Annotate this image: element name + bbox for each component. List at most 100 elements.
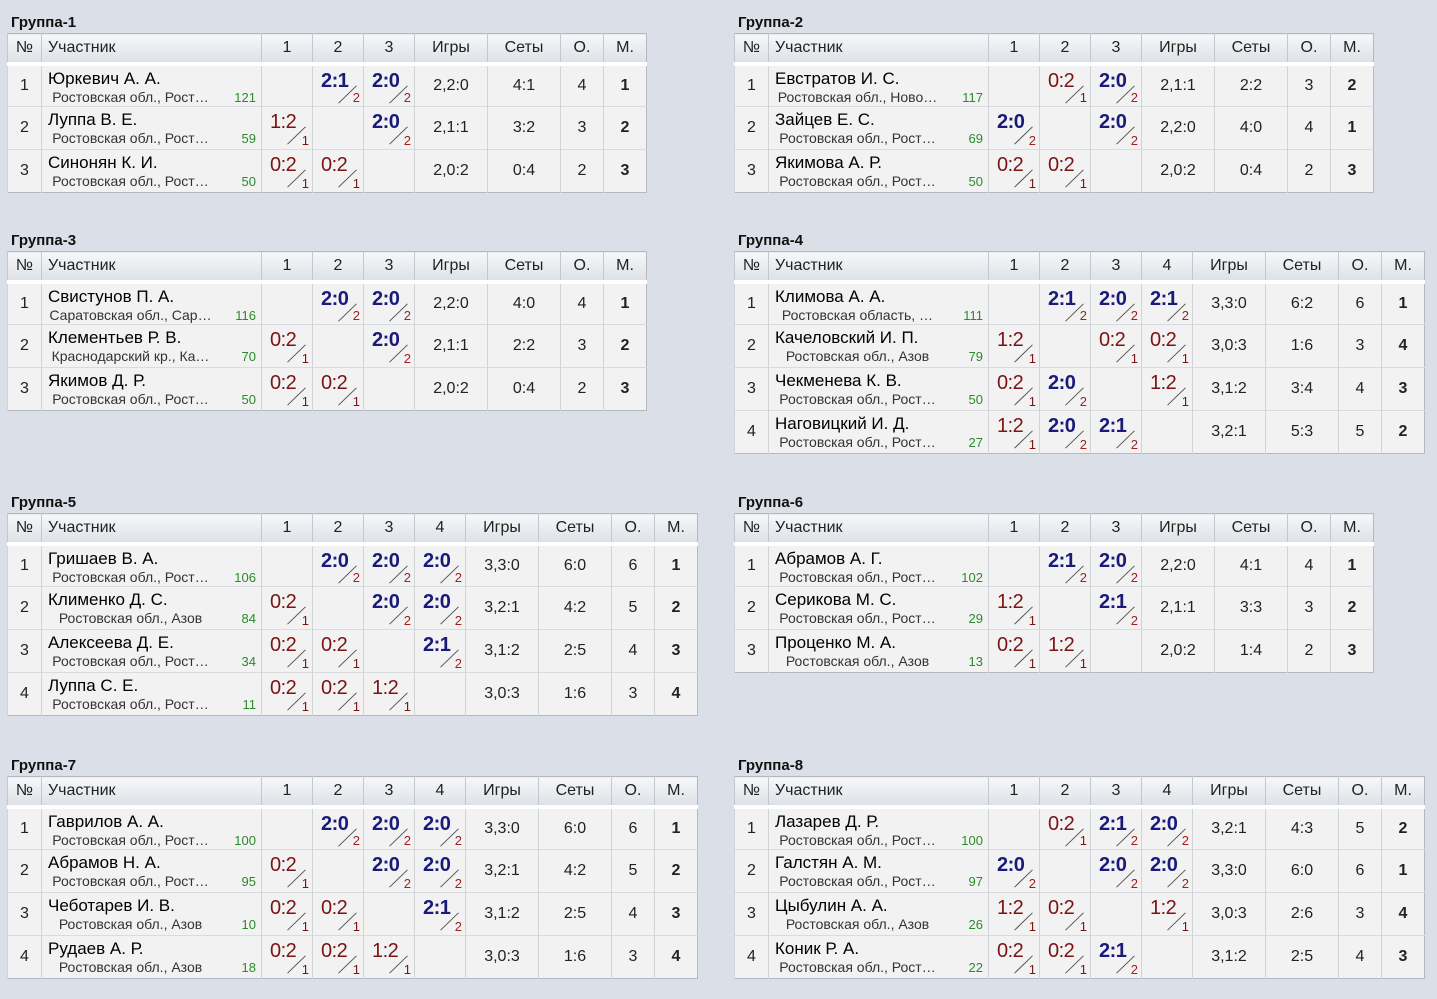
match-score-cell[interactable]: 2:1 2 [1039,280,1091,325]
col-header-opponent[interactable]: 4 [1141,251,1193,283]
participant-cell[interactable]: Проценко М. А. Ростовская обл., Азов 13 [768,629,989,673]
player-name[interactable]: Клементьев Р. В. [48,328,182,347]
col-header-opponent[interactable]: 2 [312,251,364,283]
match-score-cell[interactable]: 2:1 2 [312,62,364,107]
player-name[interactable]: Чекменева К. В. [775,371,902,390]
col-header-games[interactable]: Игры [465,776,539,808]
match-score-cell[interactable]: 2:0 2 [312,805,364,850]
match-score-cell[interactable]: 2:1 2 [1090,935,1142,979]
player-name[interactable]: Синонян К. И. [48,153,158,172]
match-score-cell[interactable]: 0:2 1 [1141,324,1193,368]
match-score-cell[interactable]: 2:0 2 [312,280,364,325]
match-score-cell[interactable]: 0:2 1 [261,324,313,368]
col-header-opponent[interactable]: 1 [988,776,1040,808]
col-header-participant[interactable]: Участник [768,33,989,65]
player-name[interactable]: Чеботарев И. В. [48,896,175,915]
col-header-num[interactable]: № [734,251,769,283]
match-score-cell[interactable]: 2:1 2 [1090,586,1142,630]
match-score-cell[interactable]: 0:2 1 [1039,935,1091,979]
match-score-cell[interactable]: 0:2 1 [1039,805,1091,850]
table-row[interactable]: 2 Галстян А. М. Ростовская обл., Рост… 97 2:… [734,849,1425,893]
col-header-opponent[interactable]: 2 [1039,251,1091,283]
col-header-opponent[interactable]: 4 [414,513,466,545]
table-row[interactable]: 4 Рудаев А. Р. Ростовская обл., Азов 18 0:2 1… [7,935,698,979]
participant-cell[interactable]: Якимова А. Р. Ростовская обл., Рост… 50 [768,149,989,193]
col-header-sets[interactable]: Сеты [1214,33,1288,65]
participant-cell[interactable]: Клименко Д. С. Ростовская обл., Азов 84 [41,586,262,630]
player-name[interactable]: Рудаев А. Р. [48,939,144,958]
col-header-participant[interactable]: Участник [768,776,989,808]
match-score-cell[interactable]: 1:2 1 [988,324,1040,368]
col-header-opponent[interactable]: 3 [363,33,415,65]
col-header-opponent[interactable]: 1 [261,251,313,283]
player-name[interactable]: Евстратов И. С. [775,69,900,88]
table-row[interactable]: 1 Гаврилов А. А. Ростовская обл., Рост… 100… [7,805,698,850]
match-score-cell[interactable]: 2:0 2 [363,324,415,368]
player-name[interactable]: Луппа В. Е. [48,110,138,129]
match-score-cell[interactable]: 2:0 2 [363,62,415,107]
col-header-sets[interactable]: Сеты [1265,776,1339,808]
col-header-games[interactable]: Игры [1141,33,1215,65]
match-score-cell[interactable]: 2:1 2 [1039,542,1091,587]
player-name[interactable]: Проценко М. А. [775,633,896,652]
col-header-points[interactable]: О. [611,513,655,545]
participant-cell[interactable]: Абрамов Н. А. Ростовская обл., Рост… 95 [41,849,262,893]
col-header-games[interactable]: Игры [414,33,488,65]
col-header-num[interactable]: № [7,251,42,283]
participant-cell[interactable]: Алексеева Д. Е. Ростовская обл., Рост… 34 [41,629,262,673]
match-score-cell[interactable]: 2:0 2 [1039,367,1091,411]
match-score-cell[interactable]: 1:2 1 [363,672,415,716]
match-score-cell[interactable]: 0:2 1 [261,935,313,979]
match-score-cell[interactable]: 0:2 1 [261,672,313,716]
player-name[interactable]: Алексеева Д. Е. [48,633,174,652]
col-header-sets[interactable]: Сеты [487,251,561,283]
table-row[interactable]: 2 Зайцев Е. С. Ростовская обл., Рост… 69 2:0… [734,106,1374,150]
table-row[interactable]: 3 Синонян К. И. Ростовская обл., Рост… 50 0:… [7,149,647,193]
col-header-games[interactable]: Игры [1141,513,1215,545]
col-header-games[interactable]: Игры [465,513,539,545]
col-header-participant[interactable]: Участник [41,33,262,65]
match-score-cell[interactable]: 0:2 1 [312,629,364,673]
participant-cell[interactable]: Чеботарев И. В. Ростовская обл., Азов 10 [41,892,262,936]
match-score-cell[interactable]: 2:0 2 [414,586,466,630]
match-score-cell[interactable]: 0:2 1 [261,892,313,936]
table-row[interactable]: 2 Клементьев Р. В. Краснодарский кр., Ка… 7… [7,324,647,368]
table-row[interactable]: 1 Юркевич А. А. Ростовская обл., Рост… 121 2… [7,62,647,107]
match-score-cell[interactable]: 0:2 1 [312,149,364,193]
participant-cell[interactable]: Гаврилов А. А. Ростовская обл., Рост… 100 [41,805,262,850]
match-score-cell[interactable]: 1:2 1 [1039,629,1091,673]
table-row[interactable]: 3 Чеботарев И. В. Ростовская обл., Азов 10 0… [7,892,698,936]
match-score-cell[interactable]: 0:2 1 [988,367,1040,411]
match-score-cell[interactable]: 1:2 1 [988,586,1040,630]
col-header-points[interactable]: О. [560,251,604,283]
player-name[interactable]: Качеловский И. П. [775,328,919,347]
participant-cell[interactable]: Клементьев Р. В. Краснодарский кр., Ка… 70 [41,324,262,368]
match-score-cell[interactable]: 2:0 2 [1090,280,1142,325]
col-header-participant[interactable]: Участник [41,776,262,808]
match-score-cell[interactable]: 2:1 2 [414,629,466,673]
match-score-cell[interactable]: 2:0 2 [363,805,415,850]
match-score-cell[interactable]: 2:0 2 [1141,849,1193,893]
col-header-opponent[interactable]: 1 [261,776,313,808]
col-header-place[interactable]: М. [1330,513,1374,545]
player-name[interactable]: Гаврилов А. А. [48,812,164,831]
table-row[interactable]: 4 Наговицкий И. Д. Ростовская обл., Рост… 2… [734,410,1425,454]
col-header-opponent[interactable]: 2 [1039,513,1091,545]
participant-cell[interactable]: Рудаев А. Р. Ростовская обл., Азов 18 [41,935,262,979]
match-score-cell[interactable]: 1:2 1 [988,410,1040,454]
match-score-cell[interactable]: 0:2 1 [261,849,313,893]
col-header-opponent[interactable]: 2 [312,776,364,808]
table-row[interactable]: 2 Серикова М. С. Ростовская обл., Рост… 29 1… [734,586,1374,630]
table-row[interactable]: 3 Якимов Д. Р. Ростовская обл., Рост… 50 0:2… [7,367,647,411]
participant-cell[interactable]: Цыбулин А. А. Ростовская обл., Азов 26 [768,892,989,936]
col-header-games[interactable]: Игры [1192,251,1266,283]
match-score-cell[interactable]: 1:2 1 [261,106,313,150]
table-row[interactable]: 1 Абрамов А. Г. Ростовская обл., Рост… 102 2… [734,542,1374,587]
match-score-cell[interactable]: 2:1 2 [1141,280,1193,325]
col-header-points[interactable]: О. [1338,251,1382,283]
match-score-cell[interactable]: 2:0 2 [363,542,415,587]
match-score-cell[interactable]: 0:2 1 [261,629,313,673]
col-header-place[interactable]: М. [603,251,647,283]
col-header-points[interactable]: О. [1287,33,1331,65]
participant-cell[interactable]: Чекменева К. В. Ростовская обл., Рост… 50 [768,367,989,411]
